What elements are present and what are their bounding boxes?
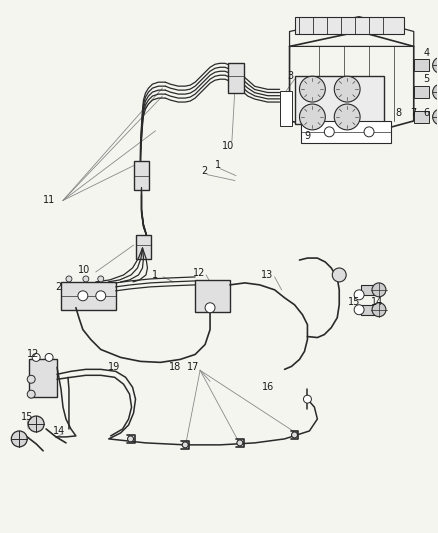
Circle shape <box>334 76 360 102</box>
Text: 12: 12 <box>193 268 205 278</box>
Text: 16: 16 <box>261 382 274 392</box>
Circle shape <box>27 390 35 398</box>
Bar <box>134 160 149 190</box>
Text: 7: 7 <box>411 108 417 118</box>
Bar <box>294 76 384 124</box>
Text: 10: 10 <box>222 141 234 151</box>
Text: 4: 4 <box>424 49 430 58</box>
Text: 9: 9 <box>304 131 311 141</box>
Circle shape <box>205 303 215 313</box>
Circle shape <box>98 276 104 282</box>
Text: 1: 1 <box>152 270 159 280</box>
Text: 13: 13 <box>261 270 273 280</box>
Circle shape <box>83 276 89 282</box>
Bar <box>361 305 375 314</box>
Bar <box>414 59 429 71</box>
Circle shape <box>433 58 438 73</box>
Bar <box>279 91 292 126</box>
Circle shape <box>32 353 40 361</box>
Text: 11: 11 <box>43 196 55 205</box>
Text: 14: 14 <box>371 297 383 307</box>
Text: 10: 10 <box>78 265 90 275</box>
Text: 3: 3 <box>287 71 293 81</box>
Text: 19: 19 <box>108 362 120 373</box>
Circle shape <box>354 305 364 314</box>
Circle shape <box>66 276 72 282</box>
Circle shape <box>324 127 334 137</box>
Circle shape <box>78 291 88 301</box>
Text: 17: 17 <box>187 362 199 373</box>
Circle shape <box>372 303 386 317</box>
Circle shape <box>45 353 53 361</box>
Text: 12: 12 <box>27 350 39 359</box>
Bar <box>301 121 391 143</box>
Bar <box>361 285 375 295</box>
Circle shape <box>11 431 27 447</box>
Bar <box>61 282 116 310</box>
Text: 5: 5 <box>424 74 430 84</box>
Circle shape <box>182 442 188 448</box>
Circle shape <box>127 436 134 442</box>
Text: 2: 2 <box>201 166 207 175</box>
Circle shape <box>364 127 374 137</box>
Text: 18: 18 <box>169 362 181 373</box>
Circle shape <box>332 268 346 282</box>
Bar <box>135 235 152 259</box>
Circle shape <box>334 104 360 130</box>
Circle shape <box>433 109 438 125</box>
Text: 2: 2 <box>55 282 61 292</box>
Bar <box>294 17 404 35</box>
Bar <box>414 86 429 98</box>
Text: 15: 15 <box>348 297 360 307</box>
Circle shape <box>433 84 438 100</box>
Bar <box>29 359 57 397</box>
Circle shape <box>372 283 386 297</box>
Circle shape <box>237 440 243 446</box>
Circle shape <box>292 432 297 438</box>
Circle shape <box>96 291 106 301</box>
Bar <box>228 63 244 93</box>
Circle shape <box>300 104 325 130</box>
Text: 1: 1 <box>215 160 221 169</box>
Text: 8: 8 <box>396 108 402 118</box>
Text: 15: 15 <box>21 412 33 422</box>
Circle shape <box>304 395 311 403</box>
Text: 14: 14 <box>53 426 65 436</box>
Circle shape <box>27 375 35 383</box>
Text: 6: 6 <box>424 108 430 118</box>
Circle shape <box>28 416 44 432</box>
Bar <box>414 111 429 123</box>
Circle shape <box>354 290 364 300</box>
Bar <box>195 280 230 312</box>
Circle shape <box>300 76 325 102</box>
